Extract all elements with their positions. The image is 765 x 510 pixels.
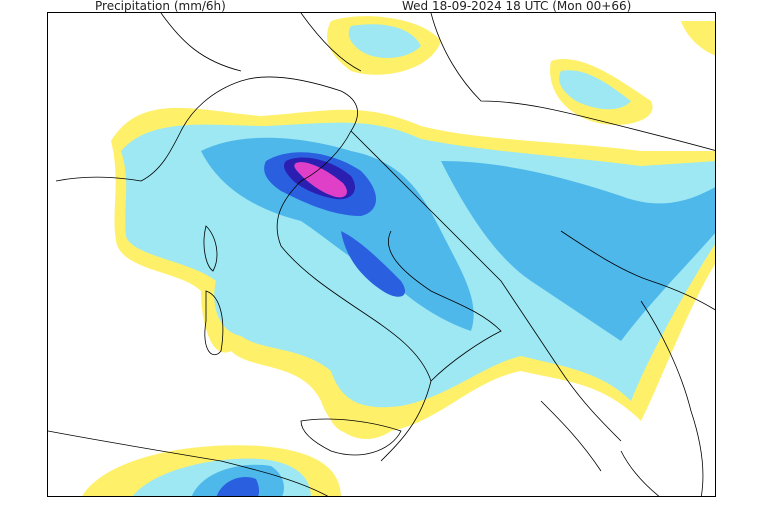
map-canvas	[48, 13, 715, 496]
coastlines-borders	[48, 13, 715, 496]
map-title: Precipitation (mm/6h)	[95, 0, 226, 13]
precip-extreme	[294, 162, 347, 198]
precipitation-map	[47, 12, 716, 497]
valid-time: Wed 18-09-2024 18 UTC (Mon 00+66)	[402, 0, 632, 13]
